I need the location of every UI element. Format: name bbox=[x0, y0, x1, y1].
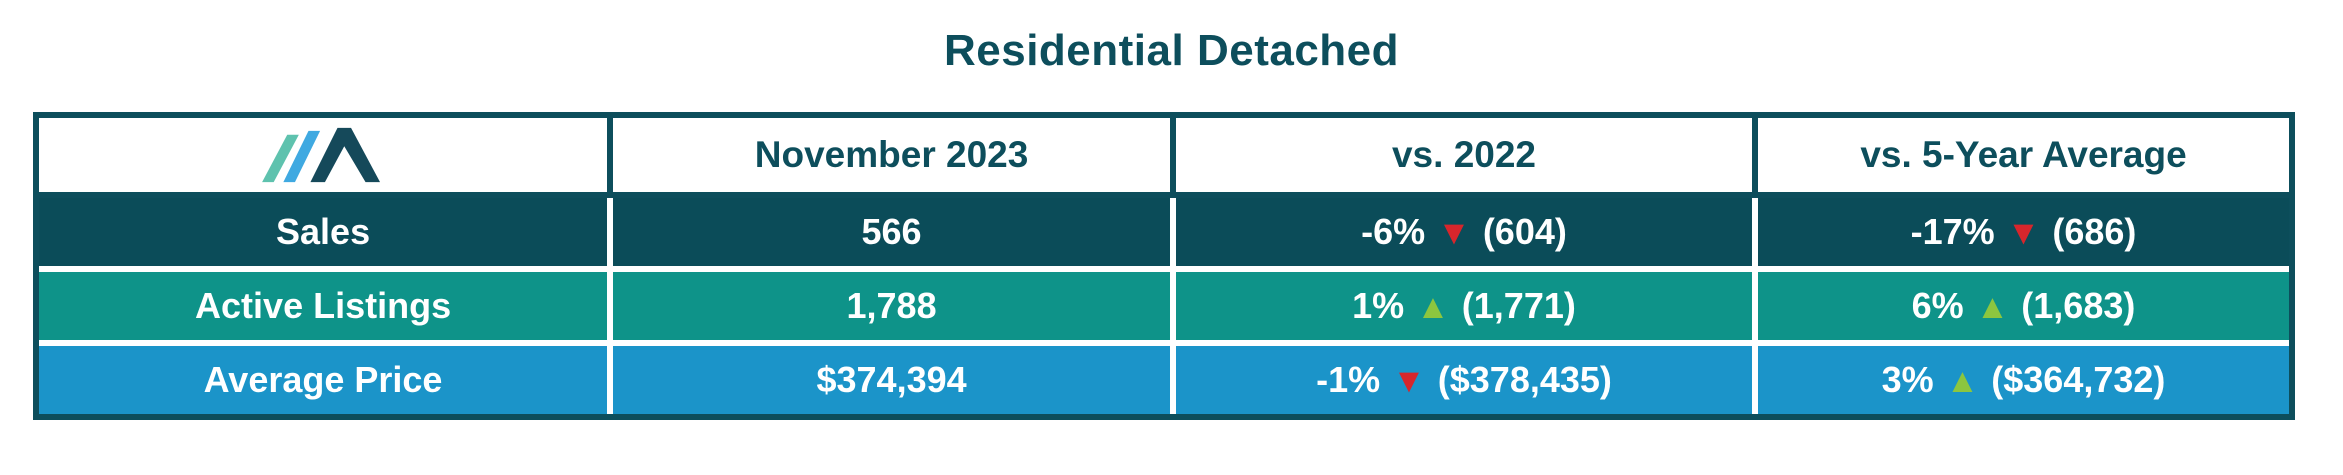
current-value: $374,394 bbox=[613, 346, 1170, 414]
row-label: Average Price bbox=[39, 346, 608, 414]
table-row-active-listings: Active Listings 1,788 1% ▲ (1,771) 6% ▲ … bbox=[39, 272, 2289, 340]
row-label: Sales bbox=[39, 198, 608, 266]
table-row-average-price: Average Price $374,394 -1% ▼ ($378,435) … bbox=[39, 346, 2289, 414]
down-triangle-icon: ▼ bbox=[1392, 362, 1426, 400]
down-triangle-icon: ▼ bbox=[1437, 214, 1471, 252]
reference-value: (604) bbox=[1482, 211, 1567, 252]
current-value: 1,788 bbox=[613, 272, 1170, 340]
down-triangle-icon: ▼ bbox=[2006, 214, 2041, 252]
up-triangle-icon: ▲ bbox=[1945, 362, 1980, 400]
vs-5yr-value: 6% ▲ (1,683) bbox=[1758, 272, 2289, 340]
table-header-row: November 2023 vs. 2022 vs. 5-Year Averag… bbox=[39, 118, 2289, 192]
current-value: 566 bbox=[613, 198, 1170, 266]
column-header-vs-5-year-average: vs. 5-Year Average bbox=[1758, 118, 2289, 192]
column-header-november-2023: November 2023 bbox=[613, 118, 1170, 192]
pct-change: 6% bbox=[1911, 285, 1964, 326]
row-label: Active Listings bbox=[39, 272, 608, 340]
pct-change: 3% bbox=[1881, 359, 1934, 400]
reference-value: ($364,732) bbox=[1991, 359, 2166, 400]
logo-cell bbox=[39, 118, 608, 192]
pct-change: -1% bbox=[1316, 359, 1381, 400]
table-body: Sales 566 -6% ▼ (604) -17% ▼ (686) Activ… bbox=[39, 198, 2289, 414]
mountain-peaks-logo-icon bbox=[262, 127, 381, 183]
pct-change: -6% bbox=[1361, 211, 1426, 252]
page-title: Residential Detached bbox=[943, 26, 1400, 75]
reference-value: (1,683) bbox=[2021, 285, 2136, 326]
pct-change: 1% bbox=[1352, 285, 1405, 326]
vs-5yr-value: -17% ▼ (686) bbox=[1758, 198, 2289, 266]
pct-change: -17% bbox=[1910, 211, 1995, 252]
up-triangle-icon: ▲ bbox=[1975, 288, 2010, 326]
reference-value: ($378,435) bbox=[1437, 359, 1612, 400]
vs-2022-value: -6% ▼ (604) bbox=[1176, 198, 1752, 266]
vs-2022-value: 1% ▲ (1,771) bbox=[1176, 272, 1752, 340]
reference-value: (1,771) bbox=[1461, 285, 1576, 326]
vs-2022-value: -1% ▼ ($378,435) bbox=[1176, 346, 1752, 414]
stats-table: November 2023 vs. 2022 vs. 5-Year Averag… bbox=[33, 112, 2295, 420]
table-row-sales: Sales 566 -6% ▼ (604) -17% ▼ (686) bbox=[39, 198, 2289, 266]
column-header-vs-2022: vs. 2022 bbox=[1176, 118, 1752, 192]
vs-5yr-value: 3% ▲ ($364,732) bbox=[1758, 346, 2289, 414]
reference-value: (686) bbox=[2052, 211, 2137, 252]
up-triangle-icon: ▲ bbox=[1416, 288, 1450, 326]
